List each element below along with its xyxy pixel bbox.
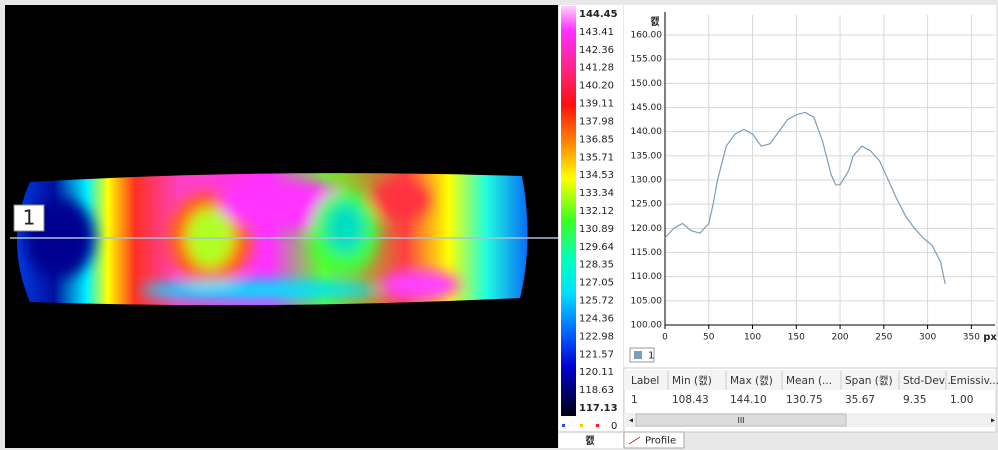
colorbar-label: 136.85	[579, 134, 614, 145]
colorbar-label: 140.20	[579, 81, 614, 92]
y-tick-label: 105.00	[631, 296, 663, 306]
colorbar-label: 124.36	[579, 313, 614, 324]
x-tick-label: 300	[919, 333, 936, 343]
colorbar-label: 125.72	[579, 296, 614, 307]
colorbar-footer: 0	[611, 421, 617, 432]
table-cell: 130.75	[786, 394, 823, 406]
colorbar-label: 135.71	[579, 152, 614, 163]
y-tick-label: 130.00	[631, 176, 663, 186]
colorbar-label: 127.05	[579, 278, 614, 289]
table-cell: 9.35	[903, 394, 926, 406]
column-header[interactable]: Std-Dev...	[903, 375, 954, 387]
x-axis-label: px	[983, 332, 997, 343]
icon	[562, 424, 565, 427]
table-cell: 108.43	[672, 394, 709, 406]
screen: 1 0 캜 캜 px 1 III ◂ ▸ Profile 144.45 143.4…	[0, 0, 998, 450]
spot	[325, 202, 365, 254]
colorbar-label: 137.98	[579, 116, 614, 127]
scroll-right[interactable]: ▸	[991, 416, 995, 425]
table-cell: 144.10	[730, 394, 767, 406]
y-tick-label: 115.00	[631, 248, 663, 258]
legend-swatch	[634, 351, 642, 359]
tab-label: Profile	[645, 436, 676, 447]
colorbar	[561, 6, 576, 416]
column-header[interactable]: Min (캜)	[672, 374, 712, 387]
icon	[596, 424, 599, 427]
icon	[580, 424, 583, 427]
legend-label: 1	[648, 351, 654, 362]
column-header[interactable]: Label	[631, 375, 659, 387]
colorbar-label: 134.53	[579, 170, 614, 181]
y-tick-label: 120.00	[631, 224, 663, 234]
table-cell: 1	[631, 394, 638, 406]
colorbar-label: 143.41	[579, 27, 614, 38]
x-tick-label: 0	[662, 333, 668, 343]
colorbar-label: 132.12	[579, 206, 614, 217]
colorbar-unit: 캜	[585, 434, 594, 447]
y-tick-label: 155.00	[631, 55, 663, 65]
colorbar-label: 133.34	[579, 188, 614, 199]
y-tick-label: 110.00	[631, 272, 663, 282]
thermal-band	[0, 165, 540, 315]
colorbar-label: 120.11	[579, 367, 614, 378]
colorbar-label: 129.64	[579, 242, 614, 253]
bottom-edge	[140, 280, 380, 300]
y-tick-label: 100.00	[631, 321, 663, 331]
column-header[interactable]: Emissiv...	[950, 375, 998, 387]
colorbar-label: 122.98	[579, 331, 614, 342]
y-tick-label: 135.00	[631, 151, 663, 161]
colorbar-label: 142.36	[579, 45, 614, 56]
column-header[interactable]: Span (캜)	[845, 374, 893, 387]
x-tick-label: 200	[831, 333, 848, 343]
colorbar-label: 121.57	[579, 349, 614, 360]
colorbar-label: 130.89	[579, 224, 614, 235]
table-cell: 35.67	[845, 394, 875, 406]
colorbar-label: 139.11	[579, 99, 614, 110]
table-cell: 1.00	[950, 394, 973, 406]
column-header[interactable]: Mean (...	[786, 375, 832, 387]
scroll-left[interactable]: ◂	[629, 416, 633, 425]
x-tick-label: 50	[703, 333, 715, 343]
page: {"thermal_image":{"marker_label":"1"}, "…	[0, 0, 998, 450]
colorbar-label: 141.28	[579, 63, 614, 74]
spot	[380, 270, 460, 300]
column-header[interactable]: Max (캜)	[730, 374, 773, 387]
y-tick-label: 140.00	[631, 127, 663, 137]
marker-label: 1	[23, 206, 36, 230]
y-axis-label: 캜	[650, 15, 659, 28]
y-tick-label: 125.00	[631, 200, 663, 210]
colorbar-label: 144.45	[579, 9, 618, 20]
x-tick-label: 150	[788, 333, 805, 343]
x-tick-label: 250	[875, 333, 892, 343]
spot	[370, 180, 430, 220]
x-tick-label: 350	[963, 333, 980, 343]
y-tick-label: 145.00	[631, 103, 663, 113]
colorbar-label: 118.63	[579, 385, 614, 396]
x-tick-label: 100	[744, 333, 761, 343]
y-tick-label: 150.00	[631, 79, 663, 89]
colorbar-label: 128.35	[579, 260, 614, 271]
scroll-grip: III	[737, 416, 744, 425]
y-tick-label: 160.00	[631, 31, 663, 41]
colorbar-label: 117.13	[579, 403, 618, 414]
